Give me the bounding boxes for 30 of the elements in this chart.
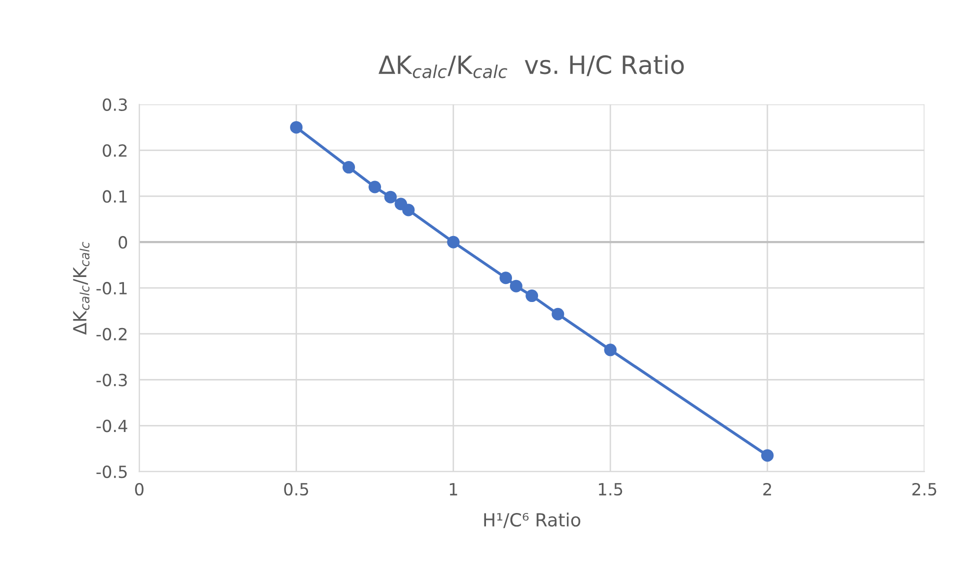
y-tick-label: -0.5 [96, 466, 127, 478]
x-tick-label: 2 [763, 482, 772, 496]
y-axis-title: ΔK$_{calc}$/K$_{calc}$ [73, 242, 90, 335]
x-tick-label: 1.5 [598, 483, 622, 496]
y-tick-label: 0.1 [102, 190, 127, 203]
y-tick-label: -0.1 [96, 282, 127, 295]
point [761, 449, 774, 462]
point [552, 308, 564, 320]
point [604, 344, 617, 356]
x-tick-label: 2.5 [912, 482, 936, 496]
x-tick-label: 0 [135, 482, 144, 496]
point [447, 236, 460, 248]
x-tick-label: 0.5 [284, 482, 308, 496]
y-tick-label: 0.2 [102, 144, 127, 157]
point [510, 280, 522, 292]
point [290, 121, 303, 134]
chart-title: ΔK$_{calc}$/K$_{calc}$ vs. H/C Ratio [378, 54, 684, 78]
y-tick-label: 0 [118, 236, 128, 249]
point [342, 161, 356, 174]
point [402, 204, 415, 216]
point [500, 272, 512, 284]
y-tick-label: 0.3 [102, 98, 127, 111]
x-tick-label: 1 [450, 483, 458, 496]
y-tick-label: -0.4 [96, 420, 128, 432]
x-axis-title: H¹/C⁶ Ratio [484, 512, 580, 528]
y-tick-label: -0.2 [96, 328, 127, 340]
y-tick-label: -0.3 [96, 374, 127, 386]
point [526, 290, 538, 302]
point [368, 180, 382, 194]
point [384, 190, 397, 204]
